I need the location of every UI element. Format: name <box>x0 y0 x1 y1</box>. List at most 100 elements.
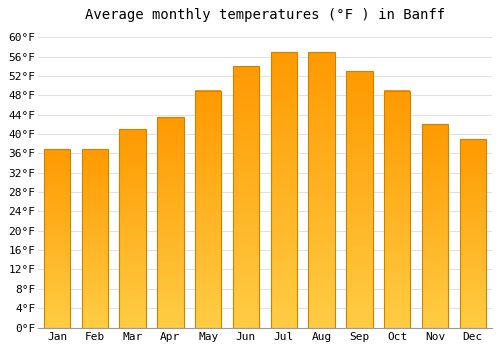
Bar <box>308 316 335 318</box>
Bar <box>308 315 335 316</box>
Bar <box>346 243 372 244</box>
Bar <box>308 72 335 74</box>
Bar <box>270 122 297 124</box>
Bar <box>346 169 372 170</box>
Bar <box>422 148 448 149</box>
Bar <box>120 223 146 224</box>
Bar <box>308 151 335 153</box>
Bar <box>44 185 70 186</box>
Bar <box>346 239 372 240</box>
Bar <box>384 307 410 309</box>
Bar <box>82 304 108 305</box>
Bar <box>270 84 297 85</box>
Bar <box>384 247 410 248</box>
Bar <box>233 80 259 82</box>
Bar <box>346 248 372 249</box>
Bar <box>157 327 184 328</box>
Bar <box>233 305 259 307</box>
Bar <box>422 173 448 174</box>
Bar <box>422 316 448 317</box>
Bar <box>460 167 486 168</box>
Bar <box>384 204 410 205</box>
Bar <box>233 172 259 173</box>
Bar <box>82 149 108 150</box>
Bar <box>422 189 448 190</box>
Bar <box>346 295 372 297</box>
Bar <box>384 251 410 252</box>
Bar <box>120 133 146 134</box>
Bar <box>120 264 146 265</box>
Bar <box>384 91 410 92</box>
Bar <box>346 203 372 204</box>
Bar <box>120 321 146 322</box>
Bar <box>44 260 70 261</box>
Bar <box>270 102 297 103</box>
Bar <box>44 297 70 298</box>
Bar <box>195 221 222 222</box>
Bar <box>44 248 70 249</box>
Bar <box>157 126 184 127</box>
Bar <box>270 63 297 64</box>
Bar <box>460 310 486 312</box>
Bar <box>346 179 372 180</box>
Bar <box>233 148 259 150</box>
Bar <box>120 322 146 323</box>
Bar <box>308 194 335 195</box>
Bar <box>422 204 448 205</box>
Bar <box>82 148 108 149</box>
Bar <box>460 305 486 306</box>
Bar <box>422 215 448 216</box>
Bar <box>460 156 486 157</box>
Bar <box>157 250 184 251</box>
Bar <box>346 193 372 194</box>
Bar <box>82 225 108 226</box>
Bar <box>460 275 486 276</box>
Bar <box>44 163 70 164</box>
Bar <box>157 204 184 205</box>
Bar <box>120 191 146 192</box>
Bar <box>308 122 335 124</box>
Bar <box>346 154 372 156</box>
Bar <box>346 218 372 220</box>
Bar <box>460 248 486 249</box>
Bar <box>460 188 486 189</box>
Bar <box>44 217 70 218</box>
Bar <box>460 174 486 175</box>
Bar <box>195 158 222 159</box>
Bar <box>422 239 448 240</box>
Bar <box>422 227 448 228</box>
Bar <box>233 250 259 252</box>
Bar <box>120 227 146 228</box>
Bar <box>422 177 448 178</box>
Bar <box>270 321 297 322</box>
Bar <box>120 204 146 205</box>
Bar <box>82 285 108 286</box>
Bar <box>460 326 486 327</box>
Bar <box>460 247 486 248</box>
Bar <box>422 142 448 144</box>
Bar <box>195 318 222 319</box>
Bar <box>120 259 146 260</box>
Bar <box>157 122 184 124</box>
Bar <box>195 170 222 171</box>
Bar <box>308 152 335 154</box>
Bar <box>157 233 184 234</box>
Bar <box>195 216 222 217</box>
Bar <box>270 287 297 289</box>
Bar <box>82 219 108 220</box>
Bar <box>120 181 146 182</box>
Bar <box>195 101 222 103</box>
Bar <box>120 290 146 291</box>
Bar <box>120 300 146 301</box>
Bar <box>120 141 146 142</box>
Bar <box>422 229 448 230</box>
Bar <box>82 169 108 170</box>
Bar <box>460 306 486 307</box>
Bar <box>422 312 448 313</box>
Bar <box>157 262 184 263</box>
Bar <box>157 205 184 206</box>
Bar <box>82 198 108 199</box>
Bar <box>120 320 146 321</box>
Bar <box>195 256 222 258</box>
Bar <box>308 274 335 275</box>
